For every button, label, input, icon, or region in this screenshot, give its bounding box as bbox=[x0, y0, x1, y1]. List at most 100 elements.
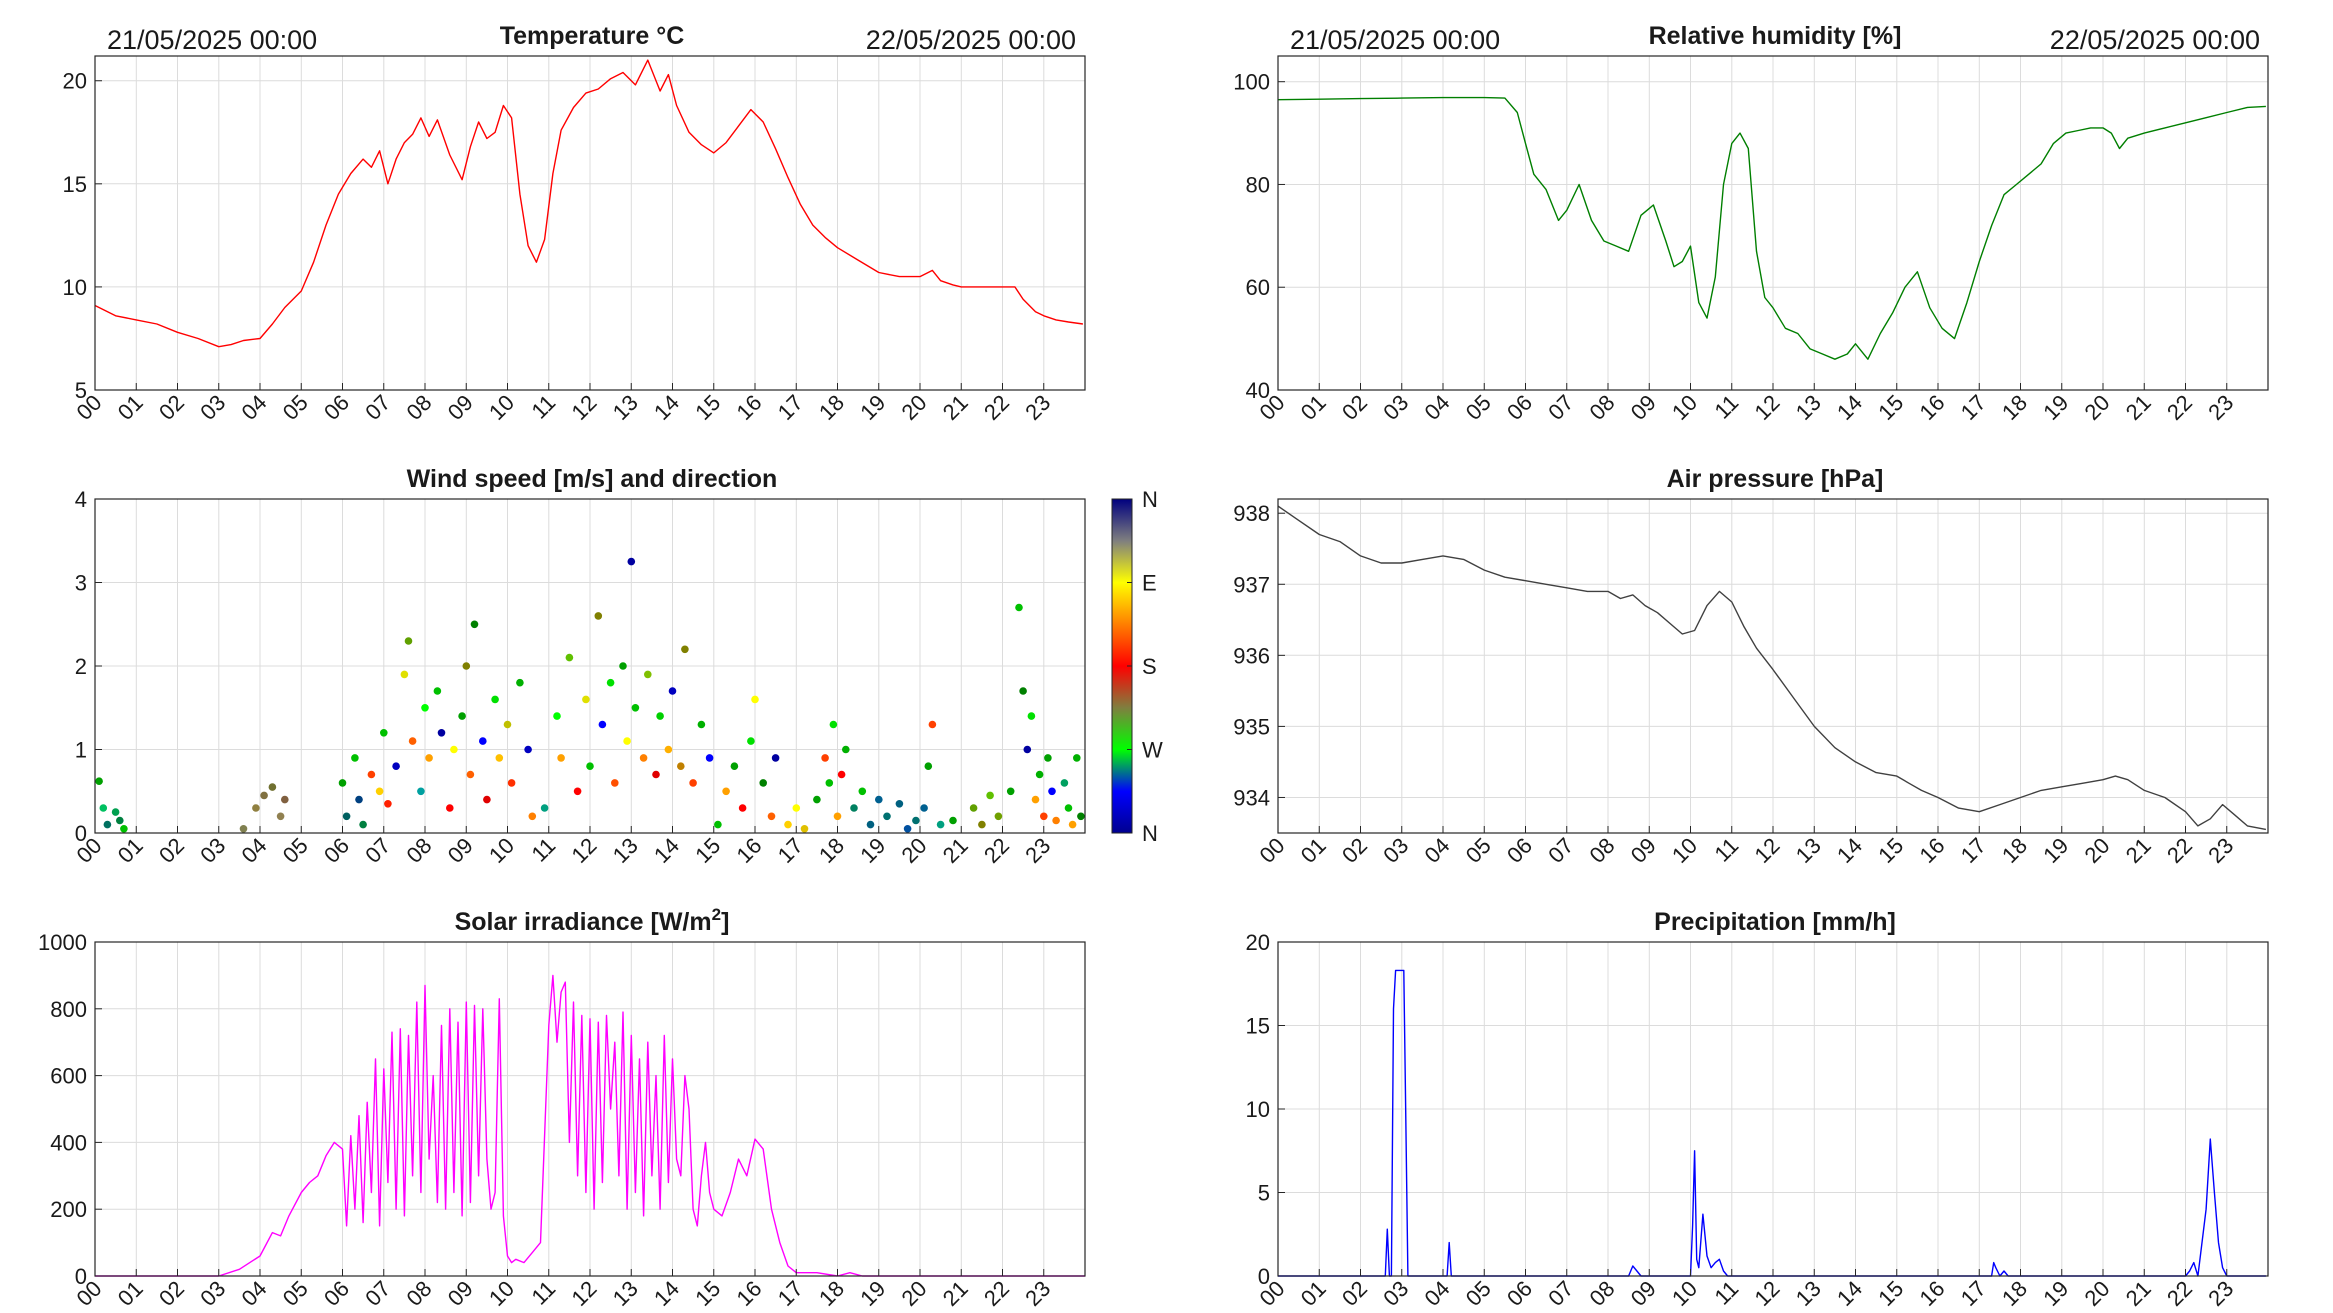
wind-point bbox=[1040, 812, 1048, 821]
wind-point bbox=[503, 720, 512, 729]
wind-point bbox=[260, 791, 268, 800]
wind-point bbox=[1006, 787, 1015, 796]
colorbar-label: N bbox=[1142, 821, 1158, 846]
wind-point bbox=[664, 745, 673, 754]
wind-point bbox=[479, 737, 487, 745]
wind-point bbox=[495, 754, 504, 762]
wind-point bbox=[421, 704, 429, 712]
precipitation-ytick-label: 15 bbox=[1246, 1014, 1270, 1039]
pressure-ytick-label: 934 bbox=[1233, 785, 1270, 810]
wind-point bbox=[553, 712, 561, 720]
wind-point bbox=[268, 783, 277, 791]
wind-point bbox=[833, 812, 842, 821]
colorbar-label: N bbox=[1142, 487, 1158, 512]
wind-point bbox=[425, 754, 433, 762]
wind-point bbox=[784, 820, 792, 829]
humidity-date-start: 21/05/2025 00:00 bbox=[1290, 25, 1500, 55]
wind-point bbox=[606, 678, 615, 687]
wind-point bbox=[342, 812, 351, 821]
wind-point bbox=[384, 800, 392, 808]
wind-point bbox=[738, 804, 747, 812]
wind-point bbox=[437, 729, 446, 737]
wind-point bbox=[949, 816, 957, 825]
wind-point bbox=[656, 712, 664, 720]
precipitation-series-line bbox=[1278, 969, 2266, 1277]
humidity-ytick-label: 100 bbox=[1233, 70, 1270, 95]
wind-point bbox=[470, 620, 479, 629]
wind-point bbox=[1019, 687, 1027, 695]
wind-point bbox=[466, 770, 475, 779]
wind-point bbox=[408, 737, 417, 745]
wind-point bbox=[924, 762, 933, 770]
wind-point bbox=[491, 695, 499, 704]
wind-point bbox=[276, 812, 285, 821]
pressure-ytick-label: 937 bbox=[1233, 572, 1270, 597]
pressure-ytick-label: 935 bbox=[1233, 714, 1270, 739]
wind-point bbox=[111, 808, 120, 816]
wind-point bbox=[95, 777, 103, 785]
wind-point bbox=[883, 812, 891, 821]
wind-point bbox=[689, 779, 697, 787]
wind-point bbox=[446, 804, 454, 812]
wind-point bbox=[524, 745, 532, 754]
wind-point bbox=[1077, 812, 1085, 821]
wind-point bbox=[829, 720, 838, 729]
wind-point bbox=[611, 779, 619, 787]
wind-point bbox=[1044, 754, 1052, 762]
wind-point bbox=[507, 779, 516, 787]
solar-ytick-label: 400 bbox=[50, 1130, 87, 1155]
wind-point bbox=[759, 779, 767, 787]
wind-point bbox=[821, 754, 829, 762]
pressure-series-line bbox=[1277, 505, 2267, 831]
wind-point bbox=[697, 720, 706, 729]
wind-point bbox=[450, 745, 458, 754]
precipitation-ytick-label: 10 bbox=[1246, 1097, 1270, 1122]
wind-point bbox=[404, 637, 413, 645]
temperature-ytick-label: 15 bbox=[63, 172, 87, 197]
humidity-ytick-label: 40 bbox=[1246, 378, 1270, 403]
humidity-grid bbox=[1278, 56, 2268, 391]
wind-ytick-label: 3 bbox=[75, 571, 87, 596]
precipitation-ytick-label: 20 bbox=[1246, 930, 1270, 955]
wind-point bbox=[875, 795, 883, 804]
temperature-grid bbox=[95, 56, 1085, 391]
wind-point bbox=[458, 712, 466, 720]
wind-point bbox=[1068, 820, 1077, 829]
wind-point bbox=[252, 804, 260, 812]
wind-point bbox=[565, 653, 574, 662]
wind-point bbox=[681, 645, 689, 654]
wind-point bbox=[771, 754, 780, 762]
wind-point bbox=[747, 737, 755, 745]
wind-point bbox=[1064, 804, 1073, 812]
wind-point bbox=[677, 762, 685, 770]
temperature-ytick-label: 5 bbox=[75, 378, 87, 403]
wind-point bbox=[850, 804, 858, 812]
wind-point bbox=[928, 720, 937, 729]
wind-point bbox=[1060, 779, 1069, 787]
wind-point bbox=[627, 557, 636, 566]
wind-point bbox=[714, 820, 722, 829]
temperature-title: Temperature °C bbox=[500, 22, 685, 50]
humidity-ytick-label: 60 bbox=[1246, 275, 1270, 300]
wind-point bbox=[1048, 787, 1056, 796]
wind-point bbox=[978, 820, 986, 829]
wind-point bbox=[433, 687, 442, 695]
wind-point bbox=[594, 612, 603, 620]
wind-point bbox=[375, 787, 384, 796]
wind-point bbox=[730, 762, 739, 770]
wind-point bbox=[1052, 816, 1060, 825]
wind-point bbox=[912, 816, 920, 825]
wind-point bbox=[986, 791, 994, 800]
solar-ytick-label: 1000 bbox=[38, 930, 87, 955]
wind-point bbox=[1015, 603, 1023, 612]
wind-point bbox=[903, 825, 912, 833]
wind-point bbox=[281, 795, 289, 804]
wind-point bbox=[668, 687, 677, 695]
wind-point bbox=[825, 779, 834, 787]
wind-point bbox=[866, 820, 875, 829]
pressure-grid bbox=[1278, 499, 2268, 833]
wind-point bbox=[359, 820, 367, 829]
wind-title: Wind speed [m/s] and direction bbox=[407, 465, 778, 493]
humidity-date-end: 22/05/2025 00:00 bbox=[2050, 25, 2260, 55]
solar-title-end: ] bbox=[721, 908, 729, 936]
